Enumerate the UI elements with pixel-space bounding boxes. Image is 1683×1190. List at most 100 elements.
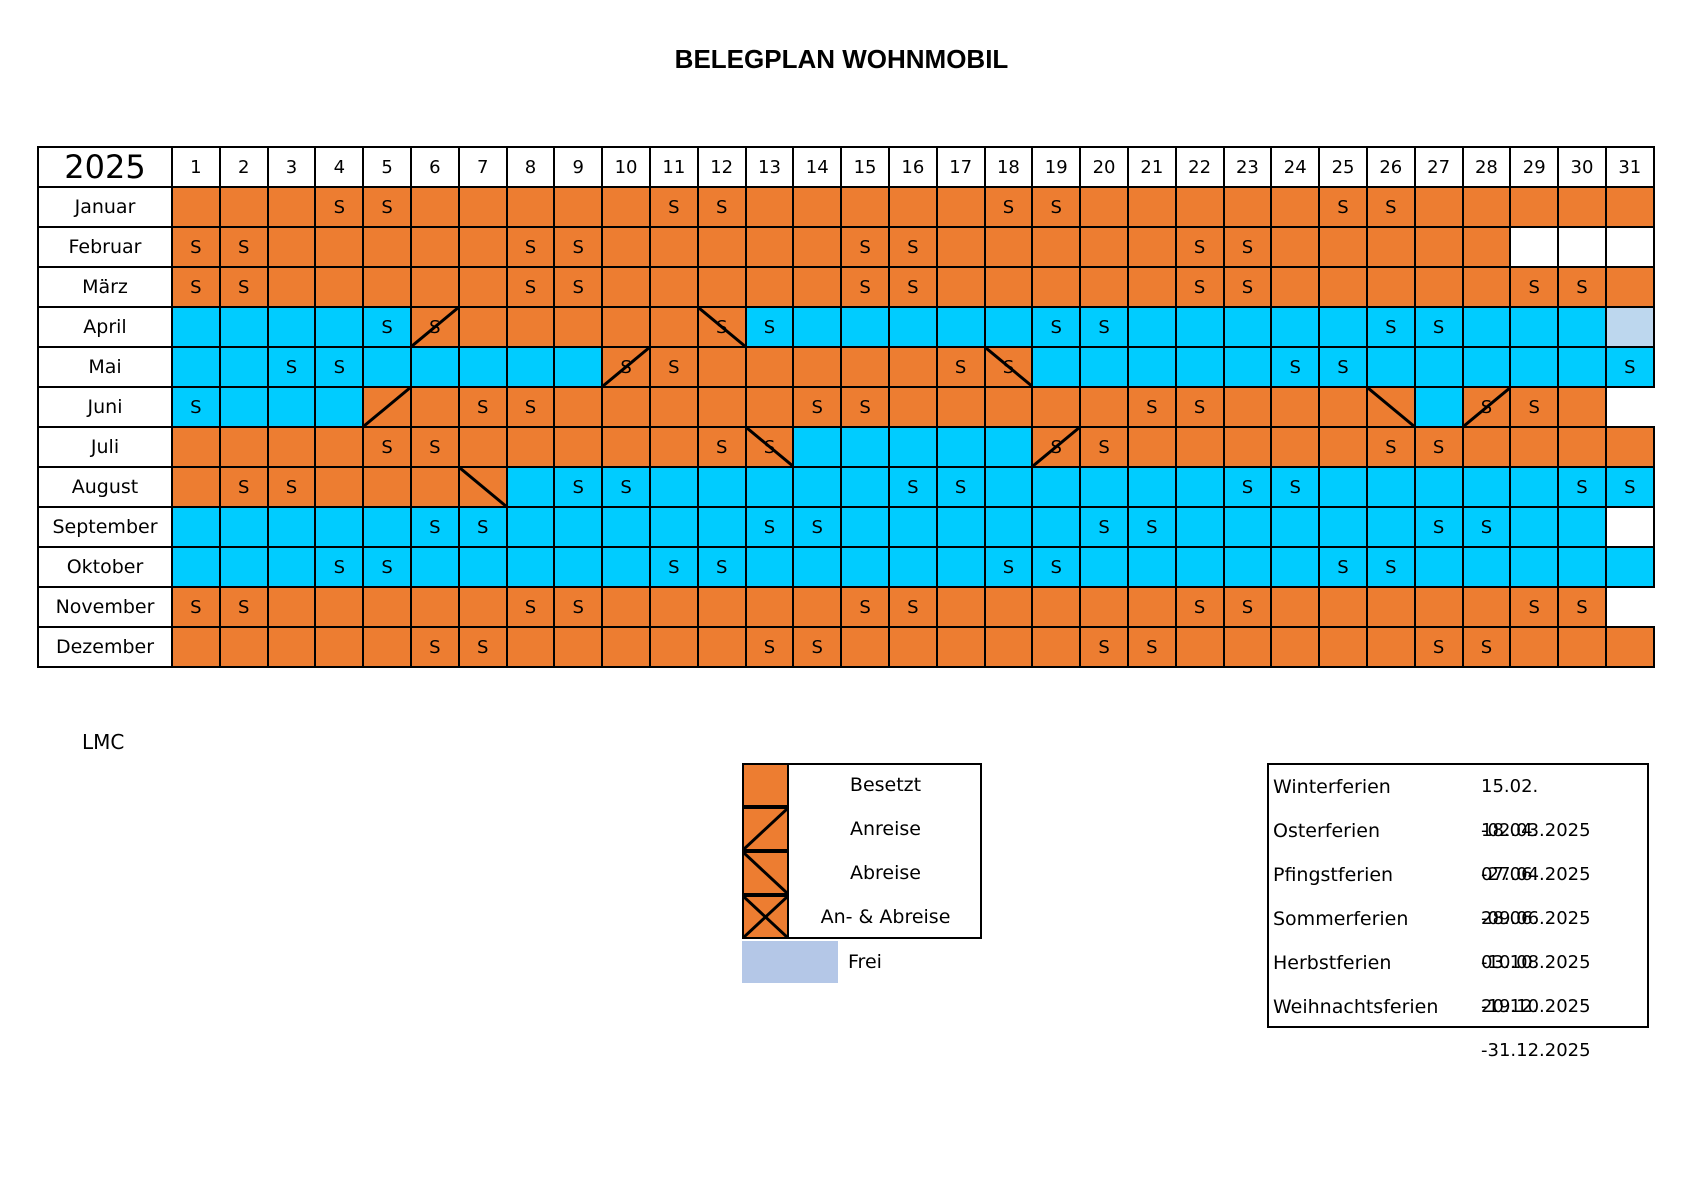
day-cell[interactable] xyxy=(1604,306,1655,348)
day-cell[interactable]: S xyxy=(362,426,412,468)
day-cell[interactable]: S xyxy=(1222,586,1273,628)
day-cell[interactable] xyxy=(983,506,1034,548)
day-cell[interactable] xyxy=(218,306,269,348)
day-cell[interactable] xyxy=(171,546,221,588)
day-cell[interactable]: S xyxy=(744,506,795,548)
day-cell[interactable]: S xyxy=(1079,506,1129,548)
day-cell[interactable]: S xyxy=(983,346,1034,388)
day-cell[interactable] xyxy=(648,586,699,628)
day-cell[interactable] xyxy=(409,386,460,428)
day-cell[interactable]: S xyxy=(696,186,747,228)
day-cell[interactable] xyxy=(840,546,890,588)
day-cell[interactable]: S xyxy=(409,506,460,548)
day-cell[interactable]: S xyxy=(1174,266,1225,308)
day-cell[interactable] xyxy=(1126,546,1177,588)
day-cell[interactable]: S xyxy=(1031,186,1082,228)
day-cell[interactable] xyxy=(1365,226,1416,268)
day-cell[interactable] xyxy=(792,466,843,508)
day-cell[interactable]: S xyxy=(1365,546,1416,588)
day-cell[interactable]: S xyxy=(840,386,890,428)
day-cell[interactable] xyxy=(1126,466,1177,508)
day-cell[interactable] xyxy=(1079,386,1129,428)
day-cell[interactable]: S xyxy=(840,586,890,628)
day-cell[interactable] xyxy=(1031,266,1082,308)
day-cell[interactable]: S xyxy=(601,466,651,508)
day-cell[interactable] xyxy=(601,626,651,668)
day-cell[interactable] xyxy=(1318,386,1368,428)
day-cell[interactable] xyxy=(1222,306,1273,348)
day-cell[interactable] xyxy=(1318,306,1368,348)
day-cell[interactable] xyxy=(887,546,938,588)
day-cell[interactable] xyxy=(792,266,843,308)
day-cell[interactable] xyxy=(983,466,1034,508)
day-cell[interactable] xyxy=(266,226,317,268)
day-cell[interactable] xyxy=(601,266,651,308)
day-cell[interactable]: S xyxy=(840,266,890,308)
day-cell[interactable]: S xyxy=(935,466,986,508)
day-cell[interactable]: S xyxy=(457,626,508,668)
day-cell[interactable] xyxy=(1031,506,1082,548)
day-cell[interactable] xyxy=(983,266,1034,308)
day-cell[interactable]: S xyxy=(1031,426,1082,468)
day-cell[interactable]: S xyxy=(314,546,365,588)
day-cell[interactable] xyxy=(1174,546,1225,588)
day-cell[interactable] xyxy=(218,506,269,548)
day-cell[interactable]: S xyxy=(218,466,269,508)
day-cell[interactable]: S xyxy=(1079,306,1129,348)
day-cell[interactable]: S xyxy=(409,306,460,348)
day-cell[interactable]: S xyxy=(505,266,556,308)
day-cell[interactable] xyxy=(1413,186,1464,228)
day-cell[interactable] xyxy=(1604,546,1655,588)
day-cell[interactable] xyxy=(1079,266,1129,308)
day-cell[interactable] xyxy=(1509,466,1560,508)
day-cell[interactable] xyxy=(840,506,890,548)
day-cell[interactable]: S xyxy=(553,226,604,268)
day-cell[interactable] xyxy=(1557,306,1607,348)
day-cell[interactable]: S xyxy=(1174,226,1225,268)
day-cell[interactable] xyxy=(1031,626,1082,668)
day-cell[interactable] xyxy=(696,266,747,308)
day-cell[interactable] xyxy=(601,186,651,228)
day-cell[interactable]: S xyxy=(1126,386,1177,428)
day-cell[interactable] xyxy=(505,426,556,468)
day-cell[interactable] xyxy=(1079,546,1129,588)
day-cell[interactable] xyxy=(457,586,508,628)
day-cell[interactable] xyxy=(409,266,460,308)
day-cell[interactable] xyxy=(1461,466,1512,508)
day-cell[interactable] xyxy=(553,306,604,348)
day-cell[interactable]: S xyxy=(1461,386,1512,428)
day-cell[interactable] xyxy=(1413,226,1464,268)
day-cell[interactable] xyxy=(1365,266,1416,308)
day-cell[interactable] xyxy=(314,466,365,508)
day-cell[interactable] xyxy=(362,466,412,508)
day-cell[interactable]: S xyxy=(1270,466,1321,508)
day-cell[interactable]: S xyxy=(1509,266,1560,308)
day-cell[interactable] xyxy=(1031,386,1082,428)
day-cell[interactable] xyxy=(1318,586,1368,628)
day-cell[interactable] xyxy=(935,426,986,468)
day-cell[interactable]: S xyxy=(887,226,938,268)
day-cell[interactable] xyxy=(553,346,604,388)
day-cell[interactable] xyxy=(840,306,890,348)
day-cell[interactable] xyxy=(744,186,795,228)
day-cell[interactable] xyxy=(601,506,651,548)
day-cell[interactable] xyxy=(362,226,412,268)
day-cell[interactable] xyxy=(457,426,508,468)
day-cell[interactable]: S xyxy=(1509,386,1560,428)
day-cell[interactable] xyxy=(1509,546,1560,588)
day-cell[interactable] xyxy=(1604,266,1655,308)
day-cell[interactable] xyxy=(1079,226,1129,268)
day-cell[interactable] xyxy=(314,506,365,548)
day-cell[interactable] xyxy=(792,186,843,228)
day-cell[interactable]: S xyxy=(505,586,556,628)
day-cell[interactable] xyxy=(266,586,317,628)
day-cell[interactable] xyxy=(840,626,890,668)
day-cell[interactable] xyxy=(696,466,747,508)
day-cell[interactable] xyxy=(1174,186,1225,228)
day-cell[interactable] xyxy=(648,266,699,308)
day-cell[interactable] xyxy=(696,346,747,388)
day-cell[interactable] xyxy=(266,386,317,428)
day-cell[interactable] xyxy=(1222,506,1273,548)
day-cell[interactable] xyxy=(553,386,604,428)
day-cell[interactable] xyxy=(505,546,556,588)
